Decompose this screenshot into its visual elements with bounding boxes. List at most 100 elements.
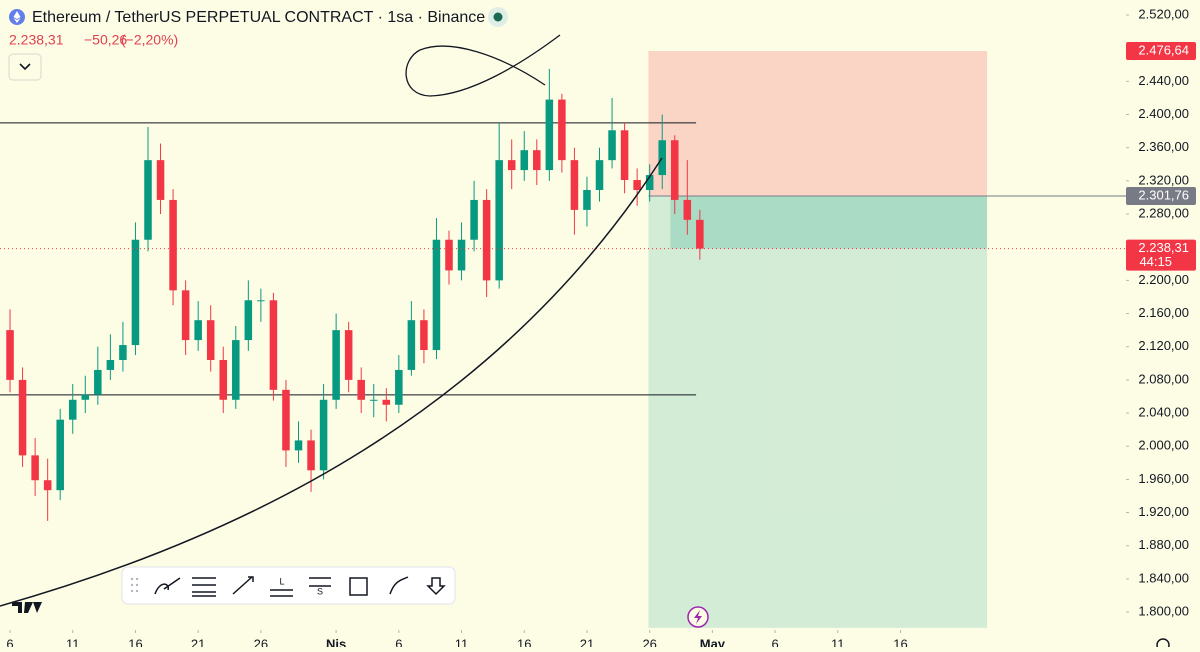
candle-body [81,394,90,400]
candle-body [169,199,177,291]
x-tick-label: Nis [326,636,346,647]
x-tick-label: 16 [517,636,531,647]
y-tick-label: 1.800,00 [1138,604,1189,619]
x-tick-label: 26 [254,636,268,647]
y-tick-label: 1.880,00 [1138,537,1189,552]
candle-body [294,440,303,451]
x-tick-label: 16 [128,636,142,647]
candle-body [620,130,629,181]
candle-body [696,219,704,249]
y-tick-label: 1.840,00 [1138,570,1189,585]
candle-body [658,140,666,176]
tv-logo [12,602,42,613]
candle-body [382,399,391,405]
trend-tool[interactable] [232,576,254,595]
candle-body [56,419,64,491]
candle-body [470,199,478,240]
path-tool[interactable] [389,576,409,595]
status-dot [493,12,503,22]
entry-tag-label: 2.301,76 [1138,187,1189,202]
candle-body [106,359,115,370]
candle-body [482,199,491,281]
candle-body [282,389,290,451]
current-tag-label: 2.238,31 [1138,240,1189,255]
candle-body [395,369,403,405]
x-tick-label: 26 [642,636,656,647]
drawing-toolbar: L S [121,566,456,605]
short-letter: S [317,586,323,596]
target-tag [1126,41,1196,60]
candle-body [307,440,315,471]
price-change-pct: (−2,20%) [121,32,178,48]
symbol-title: Ethereum / TetherUS PERPETUAL CONTRACT ·… [32,9,485,26]
target-tag-label: 2.476,64 [1138,42,1189,57]
candle-body [257,300,265,302]
short-tool[interactable] [309,577,331,587]
long-tool[interactable] [270,589,293,597]
stop-zone [648,195,988,628]
candle-body [670,140,679,200]
y-tick-label: 2.160,00 [1138,305,1189,320]
open-pnl-zone [670,195,988,249]
candle-body [558,99,566,161]
candle-body [131,239,140,346]
rect-tool[interactable] [349,577,368,596]
eth-glyph [13,11,21,23]
y-tick-label: 2.040,00 [1138,404,1189,419]
x-tick-label: 6 [395,636,402,647]
candle-body [94,369,102,395]
price-change: −50,26 [84,32,127,48]
long-letter: L [279,576,284,586]
x-tick-label: 11 [831,636,845,647]
y-tick-label: 1.920,00 [1138,504,1189,519]
candle-body [407,320,416,370]
toolbar-panel [121,566,456,605]
loop-drawing [405,34,561,97]
candle-body [507,160,516,171]
replay-icon[interactable] [687,606,709,628]
drag-handle[interactable] [130,577,139,593]
fib-tool[interactable] [192,577,216,597]
candle-body [520,150,529,171]
candle-body [319,399,328,471]
x-tick-label: 16 [893,636,907,647]
candle-body [6,330,14,380]
y-tick-label: 1.960,00 [1138,471,1189,486]
x-tick-label: May [700,636,726,647]
candle-body [68,399,77,420]
candle-body [332,330,340,400]
candle-body [608,130,616,161]
current-tag [1126,239,1196,271]
candle-body [645,175,654,190]
collapse-button[interactable] [8,53,42,81]
y-tick-label: 2.400,00 [1138,106,1189,121]
candle-body [181,290,190,341]
candle-body [232,340,240,400]
candle-body [244,300,253,341]
candle-body [219,359,228,400]
target-zone [648,50,988,196]
x-tick-label: 21 [191,636,205,647]
candle-body [420,320,428,351]
candle-body [269,300,278,390]
last-price: 2.238,31 [9,32,64,48]
x-tick-label: 11 [455,636,469,647]
candle-body [144,160,152,240]
plot [0,50,1126,628]
y-tick-label: 2.360,00 [1138,139,1189,154]
y-tick-label: 2.440,00 [1138,73,1189,88]
more-tool[interactable] [426,577,446,596]
brush-tool[interactable] [154,577,181,595]
candle-body [683,199,692,220]
arc-drawing [0,157,663,607]
y-tick-label: 2.520,00 [1138,6,1189,21]
y-tick-label: 2.320,00 [1138,172,1189,187]
y-tick-label: 2.080,00 [1138,371,1189,386]
candle-body [18,379,27,456]
candle-body [633,180,641,190]
chevron [19,63,31,71]
y-tick-label: 2.120,00 [1138,338,1189,353]
candle-body [595,160,604,190]
candle-body [357,379,365,400]
